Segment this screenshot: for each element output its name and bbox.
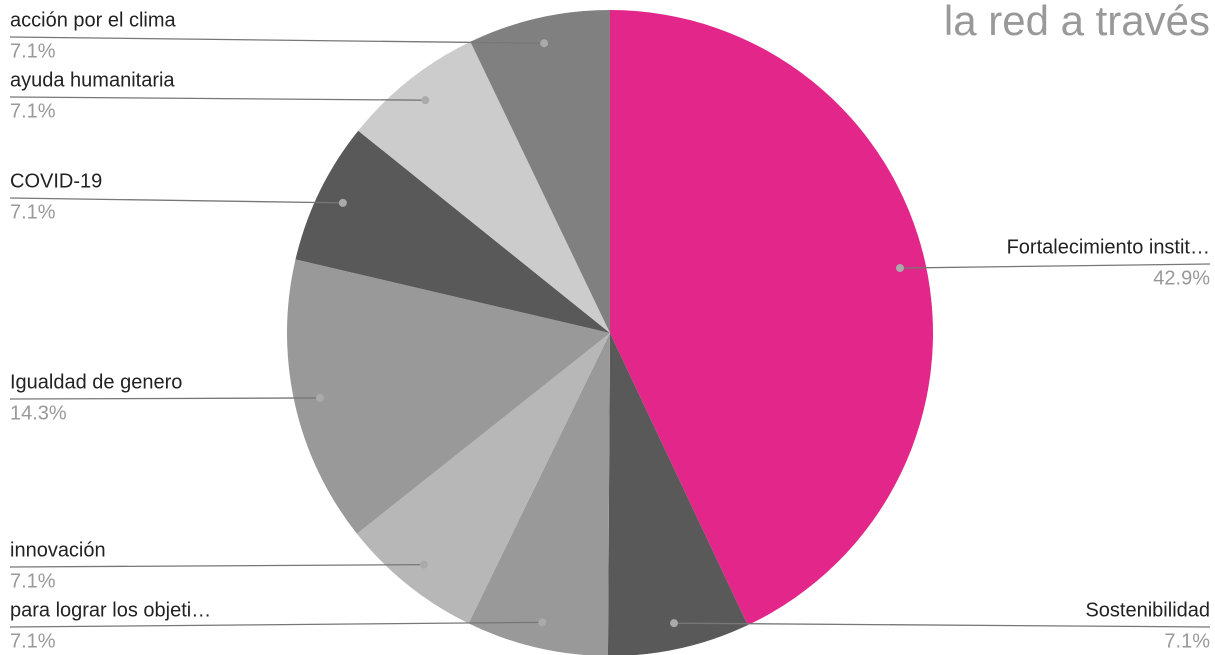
leader-line [9, 397, 321, 400]
slice-label: Igualdad de genero [10, 371, 182, 393]
pie-slice [295, 130, 610, 333]
slice-label: COVID-19 [10, 170, 102, 192]
leader-dot [538, 618, 547, 627]
slices [287, 10, 933, 655]
leader-dot [540, 39, 549, 48]
slice-label: innovación [10, 539, 106, 561]
slice-value: 7.1% [10, 100, 56, 122]
slice-value: 42.9% [1153, 267, 1210, 289]
pie-slice [607, 333, 748, 655]
slice-value: 7.1% [10, 570, 56, 592]
pie-slice [356, 333, 610, 624]
slice-value: 14.3% [10, 402, 67, 424]
pie-slice [468, 333, 610, 655]
leader-line [9, 621, 543, 628]
leader-dot [670, 619, 679, 628]
slice-value: 7.1% [10, 630, 56, 652]
chart-title: la red a través [944, 0, 1210, 44]
slice-label: Sostenibilidad [1085, 599, 1210, 621]
leader-dot [421, 96, 430, 105]
leader-line [9, 36, 545, 44]
slice-label: ayuda humanitaria [10, 69, 175, 91]
leader-dot [316, 393, 325, 402]
slice-label: para lograr los objeti… [10, 599, 211, 621]
pie-slice [610, 10, 933, 626]
slice-value: 7.1% [10, 40, 56, 62]
slice-label: Fortalecimiento instit… [1007, 236, 1210, 258]
slice-label: acción por el clima [10, 9, 177, 31]
leader-dot [895, 264, 904, 273]
slice-value: 7.1% [10, 201, 56, 223]
pie-slice [358, 41, 610, 333]
leader-line [9, 96, 426, 101]
pie-slice [287, 259, 610, 534]
leader-line [9, 564, 424, 568]
pie-slice [470, 10, 610, 333]
leader-dot [338, 198, 347, 207]
leader-line [899, 263, 1211, 269]
labels: Fortalecimiento instit… 42.9% Sostenibilid… [9, 9, 1211, 652]
leader-line [9, 197, 343, 204]
leader-line [674, 622, 1211, 628]
slice-value: 7.1% [1164, 630, 1210, 652]
leader-dot [419, 560, 428, 569]
